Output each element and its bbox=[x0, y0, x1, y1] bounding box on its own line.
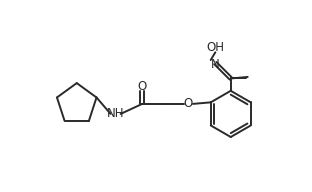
Text: O: O bbox=[184, 97, 193, 110]
Text: OH: OH bbox=[206, 41, 224, 54]
Text: NH: NH bbox=[106, 107, 124, 120]
Text: O: O bbox=[138, 80, 147, 94]
Text: N: N bbox=[211, 58, 220, 71]
